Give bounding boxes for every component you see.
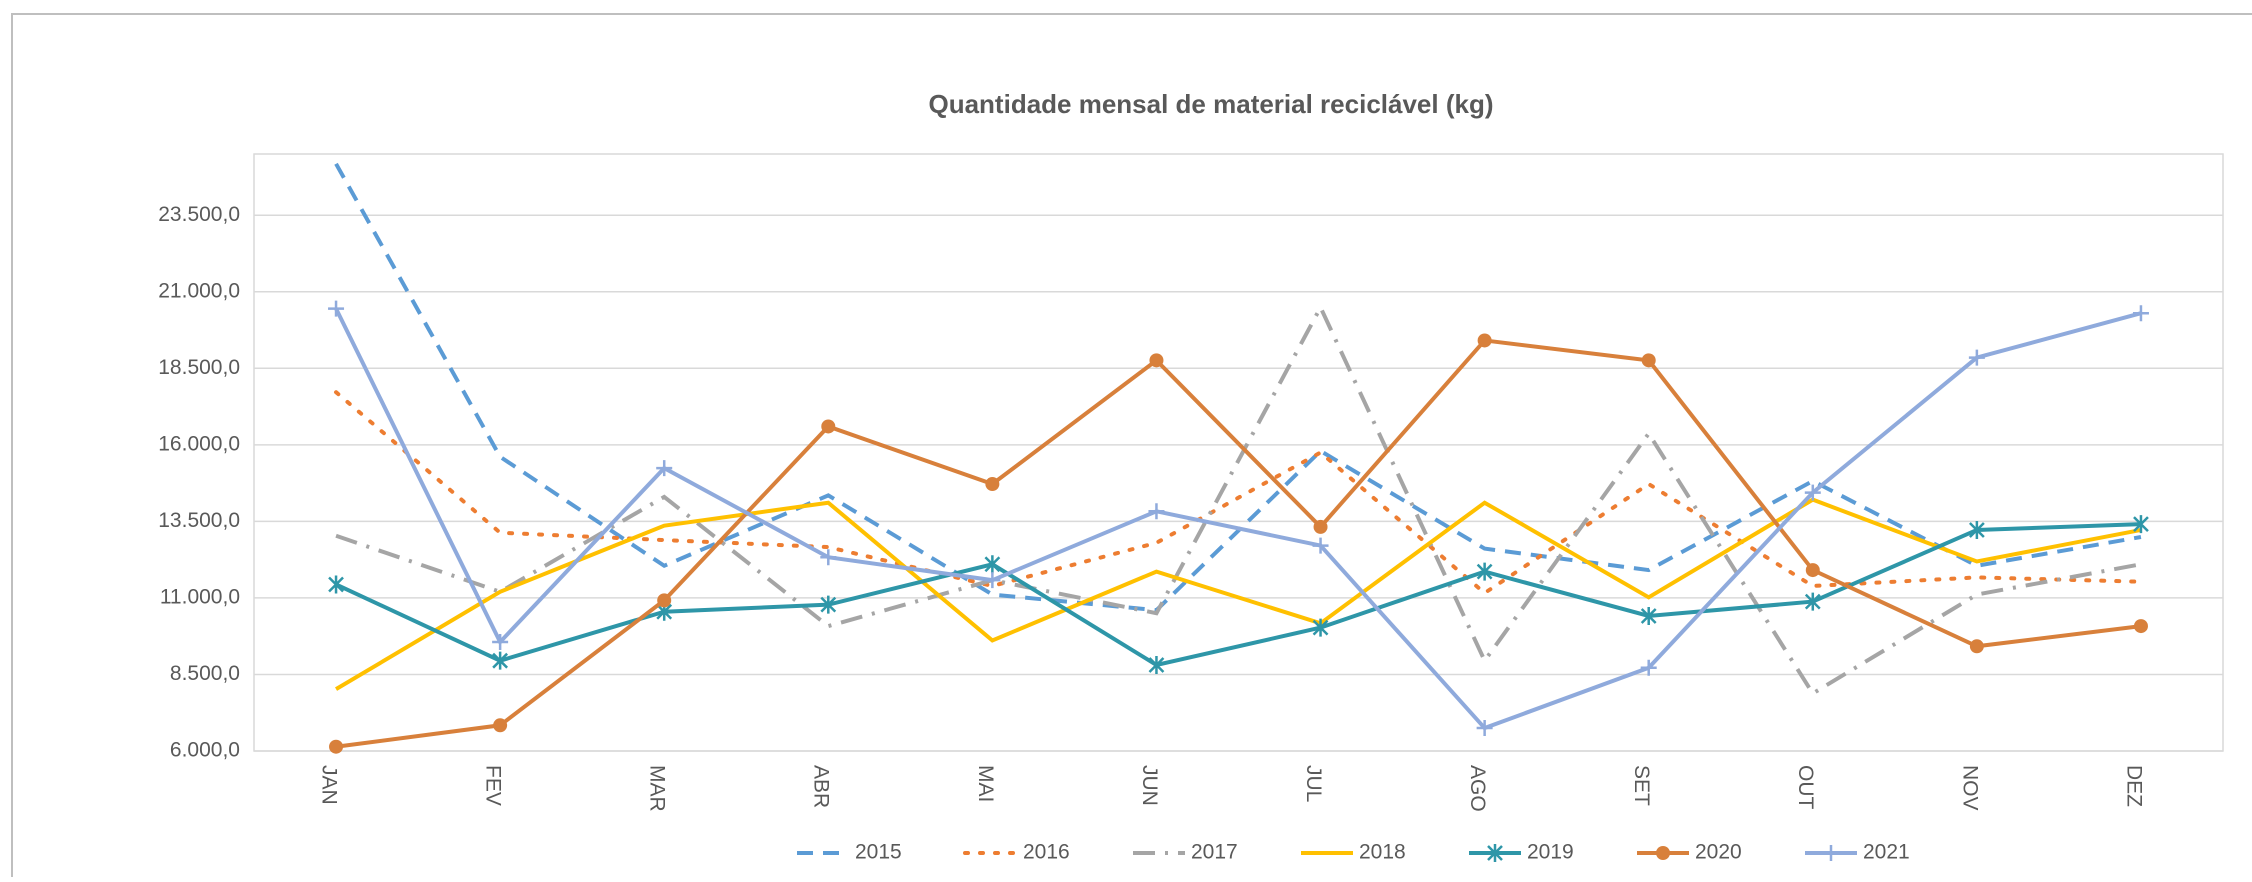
legend-label: 2019	[1527, 841, 1574, 864]
x-tick-label: AGO	[1466, 765, 1489, 812]
marker	[2133, 619, 2148, 634]
legend-label: 2020	[1695, 841, 1742, 864]
y-tick-label: 16.000,0	[158, 432, 240, 455]
series-line	[334, 390, 2143, 596]
marker	[492, 651, 509, 670]
marker	[493, 718, 508, 733]
marker	[1148, 655, 1165, 674]
marker	[1656, 846, 1670, 860]
marker	[1149, 353, 1164, 368]
legend-label: 2021	[1863, 841, 1910, 864]
legend-label: 2015	[855, 841, 902, 864]
marker	[984, 572, 1001, 589]
series-line	[334, 162, 2142, 613]
y-tick-label: 11.000,0	[160, 585, 240, 608]
legend-label: 2018	[1359, 841, 1406, 864]
marker	[1804, 484, 1821, 501]
marker	[2132, 305, 2149, 322]
x-tick-label: JAN	[317, 765, 340, 805]
marker	[1641, 353, 1656, 368]
y-tick-label: 6.000,0	[170, 739, 240, 762]
marker	[1804, 592, 1821, 611]
marker	[328, 575, 344, 594]
marker	[820, 595, 837, 614]
marker	[1969, 639, 1984, 654]
marker	[820, 549, 837, 566]
marker	[1968, 349, 1985, 366]
x-tick-label: SET	[1630, 765, 1653, 806]
marker	[1823, 845, 1839, 861]
marker	[1312, 537, 1329, 554]
marker	[1312, 618, 1329, 637]
marker	[328, 300, 345, 317]
marker	[656, 460, 673, 477]
series-line	[334, 307, 2142, 731]
y-tick-label: 13.500,0	[158, 509, 240, 532]
marker	[1476, 562, 1493, 581]
marker	[1148, 503, 1165, 520]
series-line	[335, 497, 2142, 691]
marker	[2133, 515, 2149, 534]
marker	[1968, 520, 1985, 539]
y-tick-label: 18.500,0	[158, 356, 240, 379]
marker	[492, 634, 509, 651]
chart-title: Quantidade mensal de material reciclável…	[928, 89, 1493, 119]
y-tick-label: 8.500,0	[170, 662, 240, 685]
marker	[1805, 563, 1820, 578]
x-tick-label: FEV	[482, 765, 505, 806]
marker	[1476, 720, 1493, 737]
marker	[1640, 606, 1657, 625]
marker	[821, 419, 836, 434]
chart-border	[11, 13, 2252, 882]
legend-label: 2017	[1191, 841, 1238, 864]
marker	[1487, 844, 1503, 862]
series-line	[335, 302, 2142, 697]
marker	[1313, 519, 1328, 534]
x-tick-label: JUL	[1302, 765, 1325, 802]
x-tick-label: OUT	[1794, 765, 1817, 810]
marker	[1477, 333, 1492, 348]
y-tick-label: 21.000,0	[158, 279, 240, 302]
marker	[984, 555, 1001, 574]
marker	[985, 477, 1000, 492]
series-line	[335, 338, 2142, 749]
x-tick-label: DEZ	[2122, 765, 2145, 807]
x-tick-label: MAI	[974, 765, 997, 802]
marker	[1640, 659, 1657, 676]
y-tick-label: 23.500,0	[158, 203, 240, 226]
marker	[657, 593, 672, 608]
x-tick-label: JUN	[1138, 765, 1161, 806]
x-tick-label: MAR	[646, 765, 669, 812]
legend-label: 2016	[1023, 841, 1070, 864]
x-tick-label: ABR	[810, 765, 833, 808]
marker	[329, 739, 344, 754]
x-tick-label: NOV	[1958, 765, 1981, 811]
